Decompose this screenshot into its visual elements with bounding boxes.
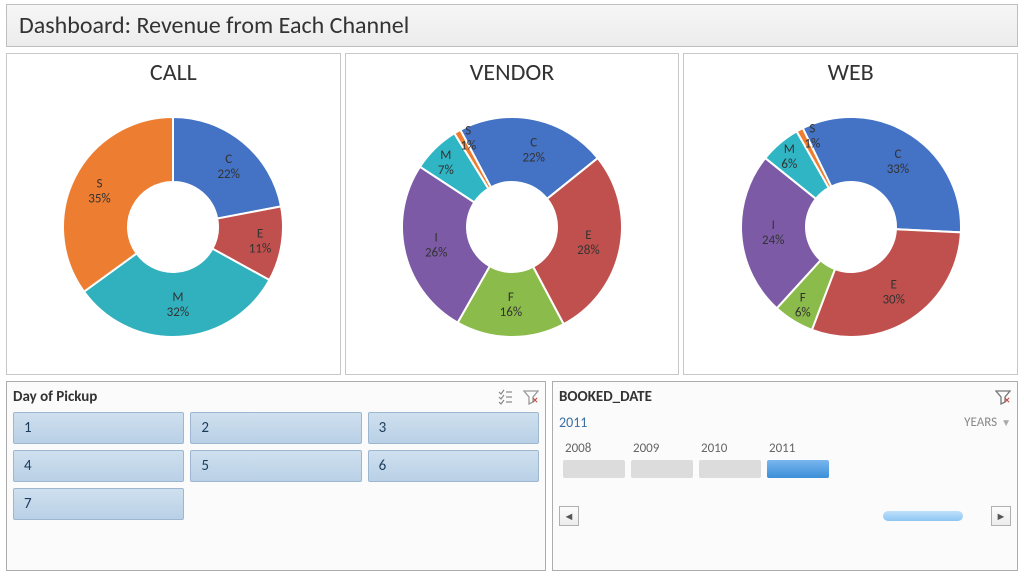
charts-row: CALLC22%E11%M32%S35%VENDORC22%E28%F16%I2… <box>6 53 1018 375</box>
timeline-year-2008-label: 2008 <box>563 441 625 456</box>
vendor-chart-slice-M-percent: 7% <box>438 163 454 178</box>
timeline-header: BOOKED_DATE ✕ <box>559 386 1011 412</box>
clear-filter-icon[interactable]: ✕ <box>995 389 1011 405</box>
slicer-header: Day of Pickup ✕ <box>13 386 539 412</box>
call-chart-slice-S-percent: 35% <box>89 192 111 207</box>
slicer-item-7[interactable]: 7 <box>13 488 184 520</box>
web-chart-slice-S-percent: 1% <box>804 137 820 152</box>
timeline-year-2011[interactable]: 2011 <box>767 441 829 478</box>
scroll-track[interactable] <box>583 509 987 523</box>
timeline-year-2011-label: 2011 <box>767 441 829 456</box>
day-of-pickup-slicer: Day of Pickup ✕ 123 456 7 <box>6 381 546 571</box>
call-chart-title: CALL <box>7 58 340 87</box>
web-chart-slice-E-percent: 30% <box>882 292 904 307</box>
scroll-right-button[interactable]: ► <box>991 506 1011 526</box>
web-chart: C33%E30%F6%I24%M6%S1% <box>691 97 1011 357</box>
slicer-grid: 123 456 7 <box>13 412 539 520</box>
timeline-year-2011-block[interactable] <box>767 460 829 478</box>
timeline-year-2009[interactable]: 2009 <box>631 441 693 478</box>
slicer-item-6[interactable]: 6 <box>368 450 539 482</box>
vendor-chart-slice-I-label: I <box>435 230 438 245</box>
web-chart-slice-C-label: C <box>894 147 901 162</box>
clear-filter-icon[interactable]: ✕ <box>523 389 539 405</box>
vendor-chart-slice-S-label: S <box>465 123 471 138</box>
web-chart-panel: WEBC33%E30%F6%I24%M6%S1% <box>683 53 1018 375</box>
call-chart-slice-M-percent: 32% <box>167 305 189 320</box>
web-chart-slice-M-label: M <box>783 142 794 157</box>
vendor-chart: C22% E28% F16% I26% M7% S1% <box>352 97 672 357</box>
chevron-down-icon: ▼ <box>1001 416 1011 429</box>
slicer-item-2[interactable]: 2 <box>190 412 361 444</box>
timeline-period-selector[interactable]: YEARS ▼ <box>964 415 1011 430</box>
vendor-chart-slice-I-percent: 26% <box>425 245 447 260</box>
timeline-year-2010-label: 2010 <box>699 441 761 456</box>
timeline-selected-label: 2011 <box>559 414 587 431</box>
call-chart-donut-wrap: C22% E11% M32% S35% <box>7 87 340 367</box>
timeline-year-2010-block[interactable] <box>699 460 761 478</box>
web-chart-slice-F-label: F <box>799 290 805 305</box>
period-label: YEARS <box>964 415 997 430</box>
scroll-thumb[interactable] <box>883 511 963 521</box>
web-chart-slice-E-label: E <box>890 277 896 292</box>
timeline-year-2010[interactable]: 2010 <box>699 441 761 478</box>
timeline-year-2008-block[interactable] <box>563 460 625 478</box>
vendor-chart-title: VENDOR <box>346 58 679 87</box>
web-chart-slice-S-label: S <box>809 122 815 137</box>
booked-date-timeline: BOOKED_DATE ✕ 2011 YEARS ▼ 2008200920102… <box>552 381 1018 571</box>
call-chart-panel: CALL C22% E11% M32% S35% <box>6 53 341 375</box>
timeline-subheader: 2011 YEARS ▼ <box>559 412 1011 441</box>
multiselect-icon[interactable] <box>497 389 513 405</box>
call-chart: C22% E11% M32% S35% <box>13 97 333 357</box>
web-chart-title: WEB <box>684 58 1017 87</box>
scroll-left-button[interactable]: ◄ <box>559 506 579 526</box>
web-chart-slice-E[interactable] <box>812 229 961 337</box>
vendor-chart-panel: VENDOR C22% E28% F16% I26% M7% S1% <box>345 53 680 375</box>
slicer-item-3[interactable]: 3 <box>368 412 539 444</box>
vendor-chart-slice-E-label: E <box>585 228 591 243</box>
call-chart-slice-E-label: E <box>257 226 263 241</box>
timeline-title: BOOKED_DATE <box>559 388 652 406</box>
web-chart-donut-wrap: C33%E30%F6%I24%M6%S1% <box>684 87 1017 367</box>
timeline-years-row: 2008 2009 2010 2011 <box>563 441 1011 478</box>
vendor-chart-slice-M-label: M <box>440 148 451 163</box>
vendor-chart-slice-C-percent: 22% <box>522 151 544 166</box>
vendor-chart-slice-C-label: C <box>530 136 537 151</box>
call-chart-slice-S[interactable] <box>63 117 173 292</box>
web-chart-slice-F-percent: 6% <box>795 305 811 320</box>
call-chart-slice-E-percent: 11% <box>249 241 271 256</box>
vendor-chart-donut-wrap: C22% E28% F16% I26% M7% S1% <box>346 87 679 367</box>
call-chart-slice-C-percent: 22% <box>218 167 240 182</box>
call-chart-slice-M-label: M <box>173 290 184 305</box>
vendor-chart-slice-F-label: F <box>508 290 514 305</box>
dashboard-title-bar: Dashboard: Revenue from Each Channel <box>6 4 1018 47</box>
timeline-scrollbar: ◄ ► <box>559 506 1011 526</box>
dashboard-title: Dashboard: Revenue from Each Channel <box>19 11 409 40</box>
vendor-chart-slice-E-percent: 28% <box>577 243 599 258</box>
slicer-item-1[interactable]: 1 <box>13 412 184 444</box>
controls-row: Day of Pickup ✕ 123 456 7 BOOKED_DATE ✕ <box>6 381 1018 571</box>
web-chart-slice-M-percent: 6% <box>781 157 797 172</box>
web-chart-slice-I-percent: 24% <box>762 233 784 248</box>
timeline-year-2009-label: 2009 <box>631 441 693 456</box>
slicer-item-4[interactable]: 4 <box>13 450 184 482</box>
web-chart-slice-I-label: I <box>771 218 774 233</box>
timeline-year-2009-block[interactable] <box>631 460 693 478</box>
web-chart-slice-C-percent: 33% <box>886 162 908 177</box>
timeline-year-2008[interactable]: 2008 <box>563 441 625 478</box>
vendor-chart-slice-F-percent: 16% <box>500 305 522 320</box>
slicer-title: Day of Pickup <box>13 388 97 406</box>
call-chart-slice-S-label: S <box>97 177 103 192</box>
call-chart-slice-C-label: C <box>226 152 233 167</box>
vendor-chart-slice-S-percent: 1% <box>460 138 476 153</box>
slicer-item-5[interactable]: 5 <box>190 450 361 482</box>
